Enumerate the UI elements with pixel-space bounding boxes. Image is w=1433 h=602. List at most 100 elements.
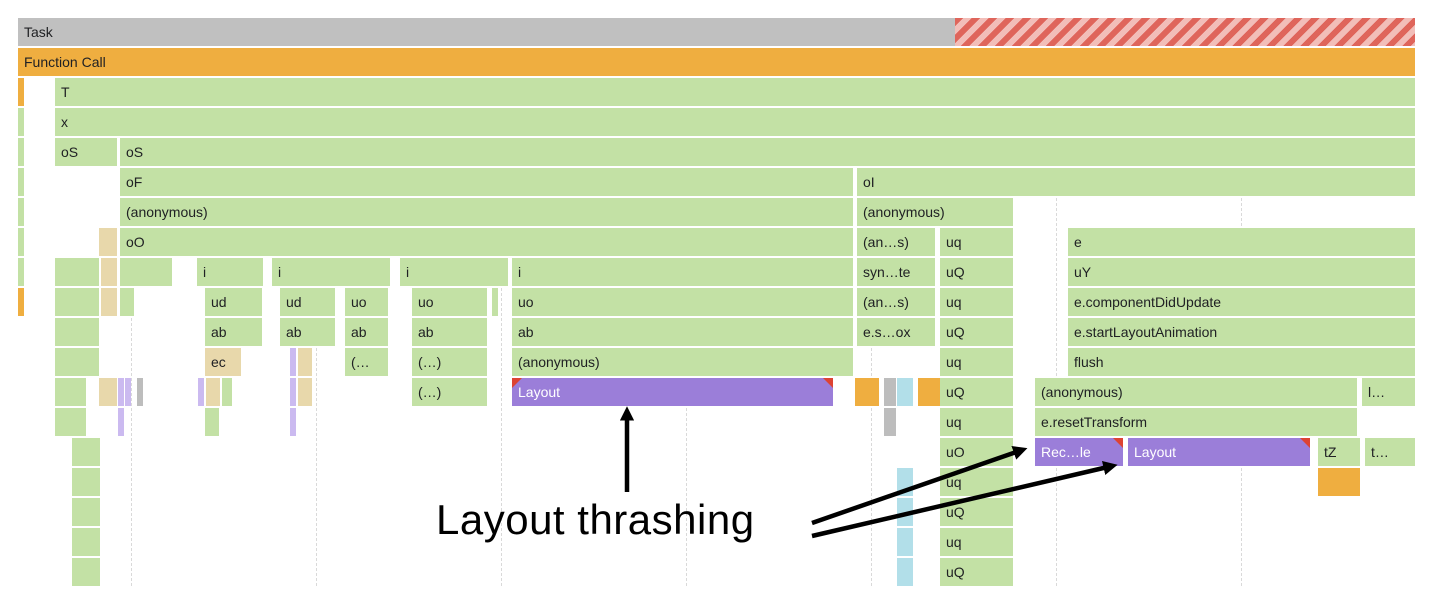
flame-bar[interactable] (897, 558, 913, 586)
flame-bar[interactable] (101, 288, 117, 316)
flame-bar-i[interactable]: i (512, 258, 853, 286)
flame-bar-uo[interactable]: uo (345, 288, 388, 316)
flame-bar[interactable] (890, 378, 896, 406)
flame-bar-ab[interactable]: ab (412, 318, 487, 346)
flame-bar-task[interactable]: Task (18, 18, 955, 46)
flame-bar-anonymous[interactable]: (anonymous) (857, 198, 1013, 226)
flame-bar-e-startlayoutanimation[interactable]: e.startLayoutAnimation (1068, 318, 1415, 346)
flame-bar[interactable] (18, 258, 24, 286)
flame-bar[interactable] (118, 378, 124, 406)
flame-bar-[interactable]: (…) (412, 378, 487, 406)
flame-bar-uo[interactable]: uo (512, 288, 853, 316)
flame-bar[interactable] (125, 378, 131, 406)
flame-bar-t[interactable]: T (55, 78, 1415, 106)
flame-bar-an-s[interactable]: (an…s) (857, 288, 935, 316)
flame-bar[interactable] (897, 378, 913, 406)
flame-bar-ab[interactable]: ab (345, 318, 388, 346)
flame-bar[interactable] (72, 528, 100, 556)
flame-bar[interactable] (290, 378, 296, 406)
flame-bar-uq[interactable]: uQ (940, 498, 1013, 526)
flame-bar-uq[interactable]: uq (940, 348, 1013, 376)
flame-bar-flush[interactable]: flush (1068, 348, 1415, 376)
flame-bar[interactable] (897, 468, 913, 496)
flame-bar-uq[interactable]: uq (940, 288, 1013, 316)
flame-bar[interactable] (206, 378, 220, 406)
flame-bar-uq[interactable]: uQ (940, 318, 1013, 346)
flame-bar[interactable] (897, 498, 913, 526)
flame-bar-e-s-ox[interactable]: e.s…ox (857, 318, 935, 346)
flame-bar[interactable] (120, 288, 134, 316)
flame-bar[interactable] (18, 228, 24, 256)
flame-bar-l[interactable]: l… (1362, 378, 1415, 406)
flame-bar[interactable] (1318, 468, 1360, 496)
flame-bar-uq[interactable]: uQ (940, 558, 1013, 586)
flame-bar[interactable] (99, 228, 117, 256)
flame-bar[interactable] (137, 378, 143, 406)
flame-bar[interactable] (492, 288, 498, 316)
flame-bar[interactable] (884, 408, 890, 436)
flame-bar[interactable] (18, 168, 24, 196)
flame-bar-os[interactable]: oS (55, 138, 117, 166)
flame-bar[interactable] (290, 408, 296, 436)
flame-bar[interactable] (55, 378, 86, 406)
flame-bar-function-call[interactable]: Function Call (18, 48, 1415, 76)
flame-bar[interactable] (72, 558, 100, 586)
flame-bar-uq[interactable]: uQ (940, 258, 1013, 286)
flame-bar[interactable] (855, 378, 879, 406)
flame-bar[interactable] (55, 408, 86, 436)
flame-bar-ec[interactable]: ec (205, 348, 241, 376)
flame-bar-tz[interactable]: tZ (1318, 438, 1360, 466)
flame-bar-i[interactable]: i (272, 258, 390, 286)
flame-bar-anonymous[interactable]: (anonymous) (120, 198, 853, 226)
flame-bar-uo[interactable]: uo (412, 288, 487, 316)
flame-bar-anonymous[interactable]: (anonymous) (512, 348, 853, 376)
flame-bar-e[interactable]: e (1068, 228, 1415, 256)
flame-bar-uy[interactable]: uY (1068, 258, 1415, 286)
flame-bar[interactable] (55, 258, 99, 286)
flame-bar[interactable] (897, 528, 913, 556)
flame-bar-uq[interactable]: uQ (940, 378, 1013, 406)
flame-bar-ud[interactable]: ud (280, 288, 335, 316)
flame-bar-uq[interactable]: uq (940, 468, 1013, 496)
flame-bar-i[interactable]: i (197, 258, 263, 286)
flame-bar-layout[interactable]: Layout (1128, 438, 1310, 466)
flame-bar[interactable] (18, 198, 24, 226)
flame-bar-ud[interactable]: ud (205, 288, 262, 316)
flame-bar[interactable] (222, 378, 232, 406)
flame-bar[interactable] (198, 378, 204, 406)
flame-bar-syn-te[interactable]: syn…te (857, 258, 935, 286)
flame-bar[interactable] (298, 378, 312, 406)
flame-bar-ab[interactable]: ab (205, 318, 262, 346)
flame-bar[interactable] (290, 348, 296, 376)
flame-bar-uq[interactable]: uq (940, 408, 1013, 436)
flame-bar-rec-le[interactable]: Rec…le (1035, 438, 1123, 466)
flame-bar-x[interactable]: x (55, 108, 1415, 136)
flame-bar-uq[interactable]: uq (940, 528, 1013, 556)
flame-bar[interactable] (99, 378, 117, 406)
flame-bar-[interactable]: (… (345, 348, 388, 376)
flame-bar[interactable] (298, 348, 312, 376)
flame-bar-[interactable]: (…) (412, 348, 487, 376)
flame-bar[interactable] (118, 408, 124, 436)
flame-bar[interactable] (918, 378, 940, 406)
flame-bar-e-componentdidupdate[interactable]: e.componentDidUpdate (1068, 288, 1415, 316)
flame-bar-i[interactable]: i (400, 258, 508, 286)
flame-bar-layout[interactable]: Layout (512, 378, 833, 406)
flame-bar[interactable] (101, 258, 117, 286)
flame-bar-uo[interactable]: uO (940, 438, 1013, 466)
flame-bar-an-s[interactable]: (an…s) (857, 228, 935, 256)
flame-bar[interactable] (890, 408, 896, 436)
flame-bar[interactable] (55, 318, 99, 346)
flame-bar-e-resettransform[interactable]: e.resetTransform (1035, 408, 1357, 436)
flame-bar[interactable] (18, 108, 24, 136)
flame-bar[interactable] (55, 288, 99, 316)
flame-bar-ab[interactable]: ab (280, 318, 335, 346)
flame-bar[interactable] (72, 498, 100, 526)
flame-bar[interactable] (55, 348, 99, 376)
flame-bar[interactable] (18, 138, 24, 166)
flame-bar-t[interactable]: t… (1365, 438, 1415, 466)
flame-bar[interactable] (18, 78, 24, 106)
flame-bar-long-task-stripes[interactable] (955, 18, 1415, 46)
flame-bar-oi[interactable]: oI (857, 168, 1415, 196)
flame-bar-oo[interactable]: oO (120, 228, 853, 256)
